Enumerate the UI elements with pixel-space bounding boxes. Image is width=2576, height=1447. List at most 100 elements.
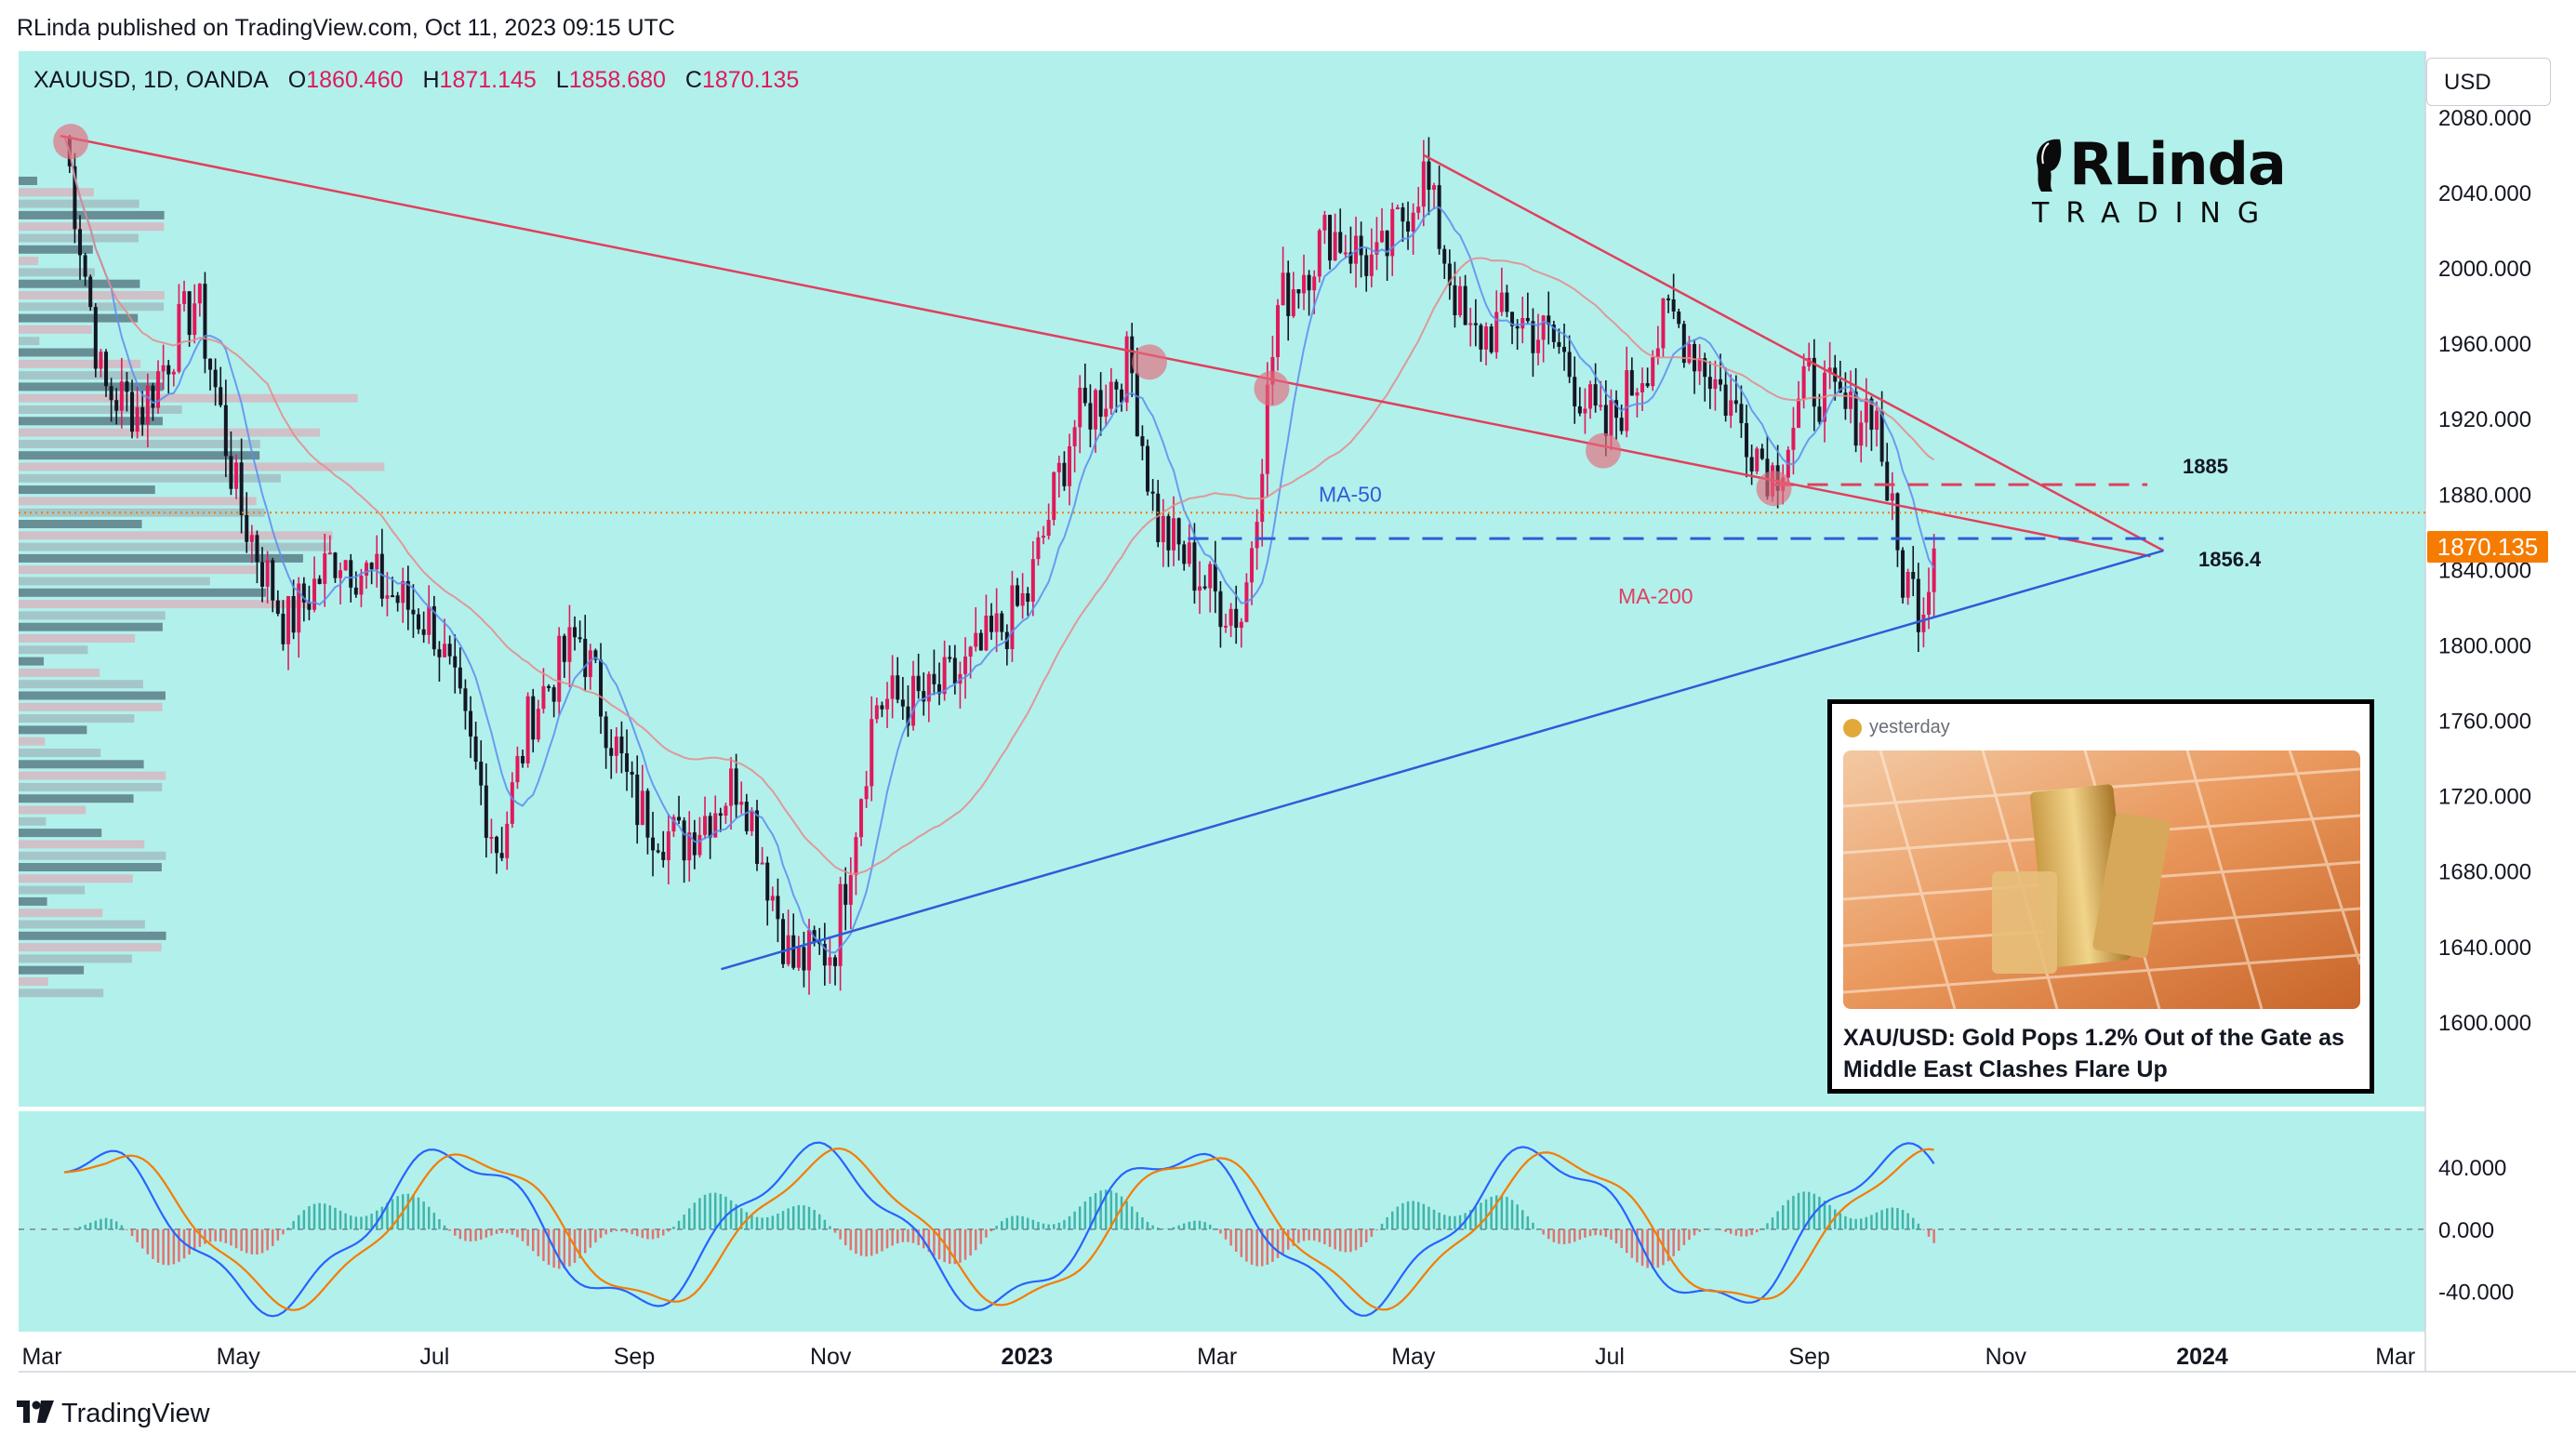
candle-body xyxy=(604,716,608,749)
candle-body xyxy=(1062,462,1067,486)
candle-body xyxy=(375,553,379,570)
candle-body xyxy=(609,748,614,756)
candle-body xyxy=(249,535,254,542)
candle-body xyxy=(968,646,973,657)
volume-profile-bar xyxy=(19,337,40,346)
signal-line xyxy=(64,1147,1934,1311)
news-headline[interactable]: XAU/USD: Gold Pops 1.2% Out of the Gate … xyxy=(1843,1025,2344,1082)
candle-body xyxy=(1250,548,1255,583)
volume-profile-bar xyxy=(19,965,85,975)
candle-body xyxy=(197,284,202,304)
candle-body xyxy=(1603,405,1608,436)
currency-button[interactable]: USD xyxy=(2426,58,2551,106)
candle-body xyxy=(281,613,285,644)
gold-bars-image[interactable] xyxy=(1843,750,2360,1009)
candle-body xyxy=(1281,272,1285,306)
candle-body xyxy=(1156,493,1161,543)
volume-profile-bar xyxy=(19,553,303,563)
candle-body xyxy=(1749,457,1754,471)
candle-body xyxy=(1333,232,1337,261)
candle-body xyxy=(525,696,530,763)
low-value: 1858.680 xyxy=(568,67,666,93)
candle-body xyxy=(854,837,858,876)
news-card[interactable]: yesterday XAU/USD: Gold Pops xyxy=(1827,699,2374,1094)
candle-body xyxy=(744,802,749,831)
candle-body xyxy=(890,675,895,699)
last-price-tag: 1870.135 xyxy=(2427,531,2548,563)
volume-profile-bar xyxy=(19,977,48,986)
candle-body xyxy=(1234,608,1239,629)
candle-body xyxy=(1078,387,1082,428)
volume-profile-bar xyxy=(19,188,94,197)
candle-body xyxy=(1551,325,1556,342)
candle-body xyxy=(343,560,348,571)
candle-body xyxy=(536,709,540,740)
candle-body xyxy=(926,673,931,702)
candle-body xyxy=(984,615,989,651)
time-tick-label: May xyxy=(1391,1344,1436,1370)
price-tick-label: 1760.000 xyxy=(2438,710,2531,735)
candle-body xyxy=(379,553,384,599)
candle-body xyxy=(229,456,233,489)
volume-profile-bar xyxy=(19,749,101,757)
open-label: O xyxy=(287,67,307,93)
candle-body xyxy=(1187,542,1191,564)
candle-body xyxy=(223,405,228,457)
candle-body xyxy=(1369,254,1374,276)
candle-body xyxy=(1703,358,1707,378)
candle-body xyxy=(1228,608,1233,626)
candle-body xyxy=(411,609,416,615)
low-label: L xyxy=(555,67,569,93)
volume-profile-bar xyxy=(19,645,88,655)
candle-body xyxy=(1791,428,1796,450)
candle-body xyxy=(963,657,968,674)
candle-body xyxy=(130,392,135,432)
candle-body xyxy=(1432,185,1437,191)
volume-profile-bar xyxy=(19,611,166,620)
candle-body xyxy=(692,832,697,856)
volume-profile-bar xyxy=(19,771,166,780)
volume-profile-bar xyxy=(19,199,139,208)
candle-body xyxy=(78,229,83,256)
candle-body xyxy=(1827,367,1832,373)
candle-body xyxy=(1879,410,1884,462)
candle-body xyxy=(1739,404,1744,424)
candle-body xyxy=(870,719,874,787)
candle-body xyxy=(765,862,770,901)
candle-body xyxy=(703,816,708,835)
candle-body xyxy=(900,699,905,707)
candle-body xyxy=(838,883,843,966)
candle-body xyxy=(541,685,546,710)
volume-profile-bar xyxy=(19,451,260,460)
candle-body xyxy=(521,756,525,763)
candle-body xyxy=(573,627,578,638)
candle-body xyxy=(1276,305,1281,358)
candle-body xyxy=(417,614,421,630)
candle-body xyxy=(1390,208,1395,257)
close-label: C xyxy=(684,67,702,93)
candle-body xyxy=(1286,272,1291,316)
candle-body xyxy=(469,710,473,737)
volume-profile-bar xyxy=(19,531,333,540)
candle-body xyxy=(651,837,656,851)
volume-profile-bar xyxy=(19,691,166,700)
candle-body xyxy=(802,947,806,971)
candle-body xyxy=(255,535,259,563)
tradingview-footer[interactable]: TradingView xyxy=(17,1397,210,1430)
candle-body xyxy=(557,635,562,702)
candle-body xyxy=(1458,285,1463,316)
candle-body xyxy=(275,600,280,614)
candle-body xyxy=(1838,381,1842,393)
candle-body xyxy=(140,406,145,425)
candle-body xyxy=(1869,398,1874,431)
candle-body xyxy=(1098,390,1103,418)
candle-body xyxy=(677,816,682,821)
candle-body xyxy=(1619,418,1624,431)
candle-body xyxy=(1198,586,1202,591)
candle-body xyxy=(1120,389,1124,403)
candle-body xyxy=(1853,392,1858,446)
volume-profile-bar xyxy=(19,954,132,963)
published-caption: RLinda published on TradingView.com, Oct… xyxy=(17,15,675,41)
candle-body xyxy=(166,365,171,375)
symbol-label[interactable]: XAUUSD, 1D, OANDA xyxy=(33,67,269,93)
